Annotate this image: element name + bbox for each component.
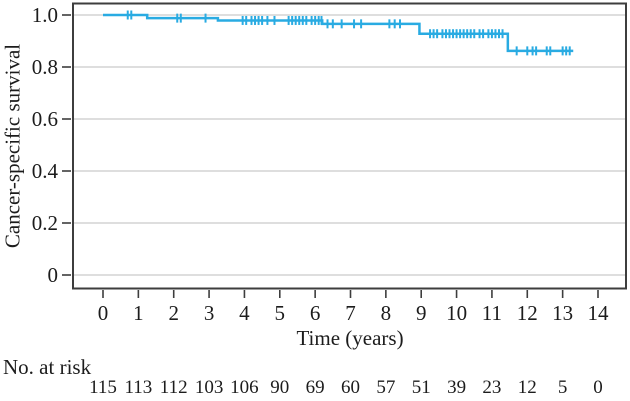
risk-count: 115 [89, 377, 117, 398]
risk-count: 23 [482, 377, 502, 398]
y-tick-label: 0.4 [31, 159, 58, 183]
x-tick-label: 10 [446, 301, 468, 325]
risk-count: 39 [447, 377, 467, 398]
risk-count: 112 [159, 377, 188, 398]
x-tick-label: 6 [309, 301, 321, 325]
x-tick-label: 0 [97, 301, 109, 325]
risk-count: 69 [305, 377, 325, 398]
risk-count: 0 [593, 377, 603, 398]
y-tick-label: 0.8 [31, 55, 58, 79]
y-tick-label: 1.0 [31, 3, 58, 27]
risk-count: 57 [376, 377, 396, 398]
risk-count: 51 [411, 377, 431, 398]
x-axis-title: Time (years) [296, 326, 404, 350]
plot-border [72, 2, 627, 290]
x-tick-label: 1 [133, 301, 144, 325]
y-tick-label: 0 [47, 263, 59, 287]
x-tick-label: 8 [380, 301, 392, 325]
x-tick-label: 2 [168, 301, 179, 325]
x-tick-label: 9 [415, 301, 427, 325]
x-tick-label: 12 [516, 301, 538, 325]
y-tick-label: 0.2 [31, 211, 58, 235]
risk-count: 106 [230, 377, 259, 398]
risk-count: 5 [557, 377, 568, 398]
risk-count: 90 [270, 377, 290, 398]
risk-count: 12 [517, 377, 537, 398]
risk-count: 103 [194, 377, 224, 398]
x-tick-label: 13 [552, 301, 574, 325]
x-tick-label: 4 [239, 301, 250, 325]
y-tick-label: 0.6 [31, 107, 58, 131]
risk-count: 113 [124, 377, 153, 398]
x-tick-label: 14 [587, 301, 609, 325]
risk-count: 60 [340, 377, 360, 398]
x-tick-label: 7 [345, 301, 356, 325]
x-tick-label: 5 [274, 301, 286, 325]
x-tick-label: 11 [481, 301, 503, 325]
x-tick-label: 3 [203, 301, 215, 325]
risk-table-label: No. at risk [3, 355, 92, 379]
